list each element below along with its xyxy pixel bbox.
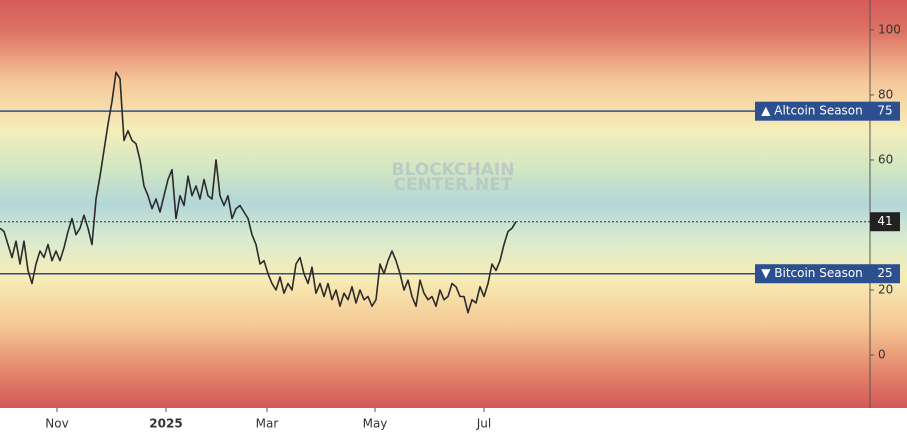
reference-label-box — [755, 264, 870, 284]
reference-label: ▲ Altcoin Season — [761, 104, 863, 118]
y-tick-label: 0 — [878, 348, 886, 362]
reference-value-box — [870, 264, 900, 284]
y-tick-label: 100 — [878, 22, 901, 36]
background — [0, 0, 907, 408]
y-tick-label: 20 — [878, 282, 893, 296]
x-tick-label: Jul — [476, 417, 491, 431]
watermark: CENTER.NET — [394, 175, 513, 195]
reference-value: 25 — [877, 266, 892, 280]
reference-value: 75 — [877, 104, 892, 118]
y-tick-label: 80 — [878, 87, 893, 101]
x-tick-label: 2025 — [149, 417, 182, 431]
y-tick-label: 60 — [878, 152, 893, 166]
reference-label: ▼ Bitcoin Season — [761, 266, 863, 280]
x-tick-label: Nov — [45, 417, 68, 431]
reference-label-box — [755, 101, 870, 121]
x-tick-label: May — [363, 417, 388, 431]
last-value-box — [870, 212, 900, 232]
reference-value-box — [870, 101, 900, 121]
x-tick-label: Mar — [256, 417, 279, 431]
last-value-label: 41 — [877, 214, 892, 228]
watermark: BLOCKCHAIN — [392, 160, 515, 180]
